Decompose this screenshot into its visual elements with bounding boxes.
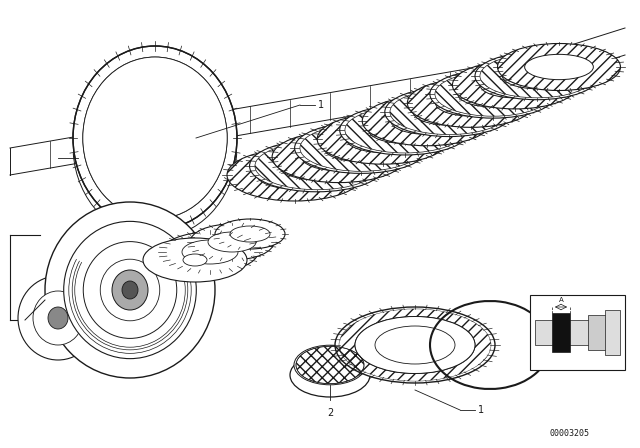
Ellipse shape xyxy=(385,87,513,137)
Ellipse shape xyxy=(96,72,214,204)
Ellipse shape xyxy=(355,316,475,374)
Ellipse shape xyxy=(183,254,207,266)
Bar xyxy=(588,315,608,350)
Ellipse shape xyxy=(73,46,237,230)
Ellipse shape xyxy=(112,270,148,310)
Ellipse shape xyxy=(525,54,593,80)
Ellipse shape xyxy=(190,224,274,260)
Ellipse shape xyxy=(335,307,495,383)
Ellipse shape xyxy=(250,140,385,192)
Text: 00003205: 00003205 xyxy=(550,429,590,438)
Ellipse shape xyxy=(122,281,138,299)
Ellipse shape xyxy=(135,116,175,160)
Ellipse shape xyxy=(33,291,83,345)
Ellipse shape xyxy=(83,57,227,219)
Ellipse shape xyxy=(45,202,215,378)
Ellipse shape xyxy=(137,118,173,158)
Bar xyxy=(535,320,590,345)
Ellipse shape xyxy=(182,240,238,264)
Bar xyxy=(530,295,625,370)
Ellipse shape xyxy=(413,99,485,125)
Ellipse shape xyxy=(83,57,227,219)
Bar xyxy=(552,313,570,352)
Ellipse shape xyxy=(317,114,449,164)
Ellipse shape xyxy=(362,96,492,146)
Ellipse shape xyxy=(64,221,196,359)
Ellipse shape xyxy=(18,276,98,360)
Ellipse shape xyxy=(272,131,406,183)
Ellipse shape xyxy=(497,43,620,90)
Ellipse shape xyxy=(355,316,475,374)
Ellipse shape xyxy=(294,345,366,385)
Text: 2: 2 xyxy=(327,408,333,418)
Ellipse shape xyxy=(324,134,398,162)
Text: A: A xyxy=(559,297,563,303)
Ellipse shape xyxy=(227,149,363,201)
Ellipse shape xyxy=(407,79,534,127)
Ellipse shape xyxy=(100,259,160,321)
Ellipse shape xyxy=(83,241,177,338)
Ellipse shape xyxy=(301,143,376,171)
Ellipse shape xyxy=(208,232,256,252)
Ellipse shape xyxy=(369,116,442,143)
Ellipse shape xyxy=(126,106,184,170)
Ellipse shape xyxy=(257,161,333,189)
Ellipse shape xyxy=(143,124,167,152)
Ellipse shape xyxy=(215,219,285,249)
Ellipse shape xyxy=(502,63,572,89)
Text: 1: 1 xyxy=(318,100,324,110)
Ellipse shape xyxy=(458,81,528,107)
Ellipse shape xyxy=(113,90,198,186)
Ellipse shape xyxy=(294,123,428,173)
Ellipse shape xyxy=(346,125,420,153)
Bar xyxy=(605,310,620,355)
Ellipse shape xyxy=(452,61,577,109)
Ellipse shape xyxy=(340,105,470,155)
Ellipse shape xyxy=(430,70,556,118)
Ellipse shape xyxy=(435,90,507,116)
Ellipse shape xyxy=(480,72,550,98)
Ellipse shape xyxy=(150,132,160,144)
Ellipse shape xyxy=(391,108,463,134)
Ellipse shape xyxy=(375,326,455,364)
Ellipse shape xyxy=(162,232,258,272)
Ellipse shape xyxy=(143,238,247,282)
Ellipse shape xyxy=(290,353,370,397)
Ellipse shape xyxy=(230,226,270,242)
Text: 1: 1 xyxy=(478,405,484,415)
Ellipse shape xyxy=(48,307,68,329)
Ellipse shape xyxy=(279,152,355,180)
Ellipse shape xyxy=(475,52,599,100)
